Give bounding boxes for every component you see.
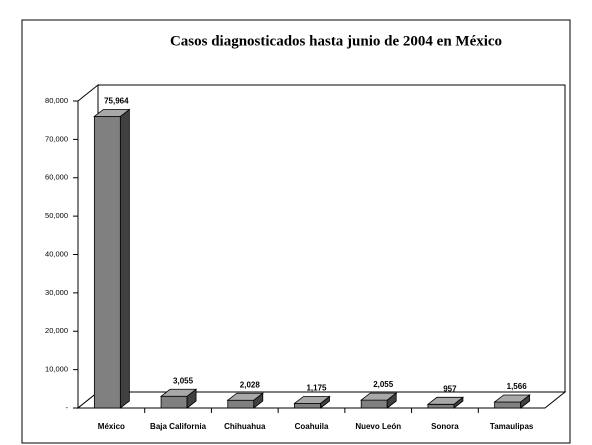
y-tick-label: 60,000 xyxy=(45,173,68,182)
value-label: 1,175 xyxy=(306,384,327,393)
x-tick-label: Sonora xyxy=(431,422,459,431)
y-tick-label: 30,000 xyxy=(45,288,68,297)
bar xyxy=(427,403,455,409)
bar-top xyxy=(293,396,331,404)
x-tick-label: Chihuahua xyxy=(224,422,266,431)
bar xyxy=(360,399,388,409)
x-tick-label: Nuevo León xyxy=(355,422,402,431)
y-tick-label: 80,000 xyxy=(45,96,68,105)
bar xyxy=(93,116,121,409)
back-wall xyxy=(97,84,566,393)
bar-top xyxy=(426,396,465,405)
value-label: 75,964 xyxy=(104,97,129,106)
y-tick-label: 70,000 xyxy=(45,134,68,143)
value-label: 3,055 xyxy=(173,376,194,385)
bar xyxy=(227,399,255,409)
y-tick-label: 20,000 xyxy=(45,326,68,335)
y-tick-label: 40,000 xyxy=(45,249,68,258)
chart-title: Casos diagnosticados hasta junio de 2004… xyxy=(170,33,502,49)
value-label: 2,055 xyxy=(373,380,394,389)
bar-top xyxy=(93,109,131,117)
bar xyxy=(294,403,321,409)
bar xyxy=(160,395,188,409)
bar-top xyxy=(493,394,531,403)
x-tick-label: Tamaulipas xyxy=(489,422,534,431)
bar-side xyxy=(119,108,130,409)
x-tick-label: Coahuila xyxy=(294,422,329,431)
bar-top xyxy=(360,392,398,401)
bar-top xyxy=(226,392,264,401)
value-label: 2,028 xyxy=(240,380,261,389)
bar xyxy=(494,401,522,409)
bar-top xyxy=(159,388,198,397)
value-label: 957 xyxy=(443,384,457,393)
y-tick-label: - xyxy=(66,403,69,412)
value-label: 1,566 xyxy=(507,382,528,391)
x-tick-label: Baja California xyxy=(150,422,207,431)
y-tick-label: 50,000 xyxy=(45,211,68,220)
x-tick-label: México xyxy=(97,422,125,431)
y-tick-label: 10,000 xyxy=(45,365,68,374)
